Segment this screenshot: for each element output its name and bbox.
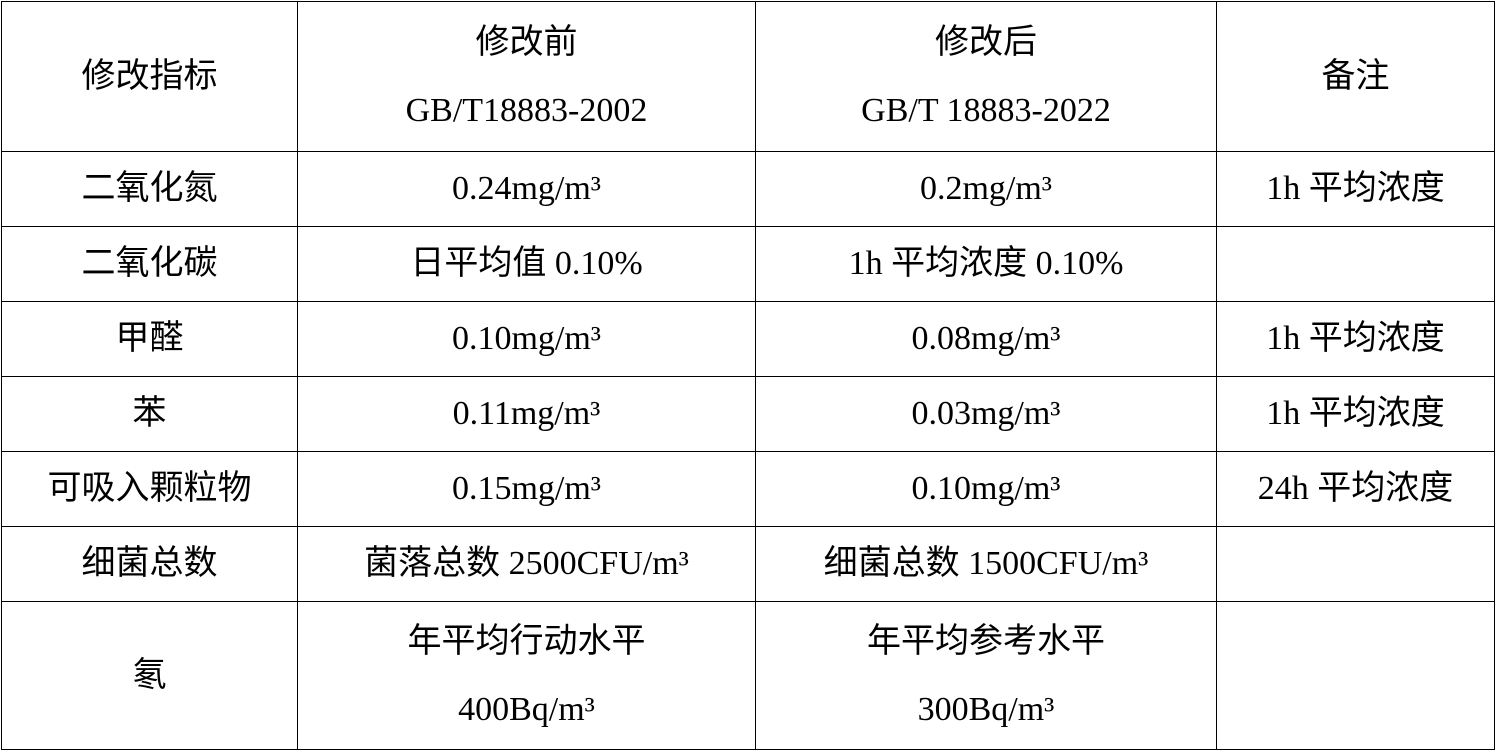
indicator-cell: 细菌总数 [1,526,298,602]
after-cell: 0.03mg/m³ [755,376,1217,452]
after-cell: 细菌总数 1500CFU/m³ [755,526,1217,602]
note-cell: 1h 平均浓度 [1216,151,1495,227]
table-row: 苯 0.11mg/m³ 0.03mg/m³ 1h 平均浓度 [1,376,1495,452]
header-after: 修改后 GB/T 18883-2022 [755,1,1217,152]
before-value: 400Bq/m³ [458,690,595,728]
before-cell: 0.10mg/m³ [297,301,756,377]
note-cell [1216,526,1495,602]
header-row: 修改指标 修改前 GB/T18883-2002 修改后 GB/T 18883-2… [1,1,1495,152]
header-note: 备注 [1216,1,1495,152]
before-cell: 年平均行动水平 400Bq/m³ [297,601,756,750]
header-before-title: 修改前 [475,22,578,63]
note-cell: 1h 平均浓度 [1216,301,1495,377]
indicator-cell: 二氧化氮 [1,151,298,227]
indicator-cell: 苯 [1,376,298,452]
before-cell: 0.15mg/m³ [297,451,756,527]
header-after-standard: GB/T 18883-2022 [861,91,1111,129]
after-cell: 1h 平均浓度 0.10% [755,226,1217,302]
note-cell [1216,226,1495,302]
header-before: 修改前 GB/T18883-2002 [297,1,756,152]
before-cell: 0.24mg/m³ [297,151,756,227]
after-cell: 0.2mg/m³ [755,151,1217,227]
table-row: 氡 年平均行动水平 400Bq/m³ 年平均参考水平 300Bq/m³ [1,601,1495,750]
after-label: 年平均参考水平 [867,623,1105,661]
table-row: 二氧化氮 0.24mg/m³ 0.2mg/m³ 1h 平均浓度 [1,151,1495,227]
table-row: 甲醛 0.10mg/m³ 0.08mg/m³ 1h 平均浓度 [1,301,1495,377]
after-cell: 年平均参考水平 300Bq/m³ [755,601,1217,750]
before-cell: 菌落总数 2500CFU/m³ [297,526,756,602]
before-label: 年平均行动水平 [407,623,646,661]
before-cell: 日平均值 0.10% [297,226,756,302]
header-after-title: 修改后 [935,22,1037,63]
table-row: 可吸入颗粒物 0.15mg/m³ 0.10mg/m³ 24h 平均浓度 [1,451,1495,527]
after-cell: 0.10mg/m³ [755,451,1217,527]
table-row: 细菌总数 菌落总数 2500CFU/m³ 细菌总数 1500CFU/m³ [1,526,1495,602]
after-cell: 0.08mg/m³ [755,301,1217,377]
header-indicator: 修改指标 [1,1,298,152]
after-value: 300Bq/m³ [917,690,1055,728]
before-cell: 0.11mg/m³ [297,376,756,452]
indicator-cell: 氡 [1,601,298,750]
indicator-cell: 二氧化碳 [1,226,298,302]
note-cell: 1h 平均浓度 [1216,376,1495,452]
indicator-cell: 可吸入颗粒物 [1,451,298,527]
note-cell: 24h 平均浓度 [1216,451,1495,527]
table-row: 二氧化碳 日平均值 0.10% 1h 平均浓度 0.10% [1,226,1495,302]
indicator-cell: 甲醛 [1,301,298,377]
note-cell [1216,601,1495,750]
header-before-standard: GB/T18883-2002 [405,91,648,129]
